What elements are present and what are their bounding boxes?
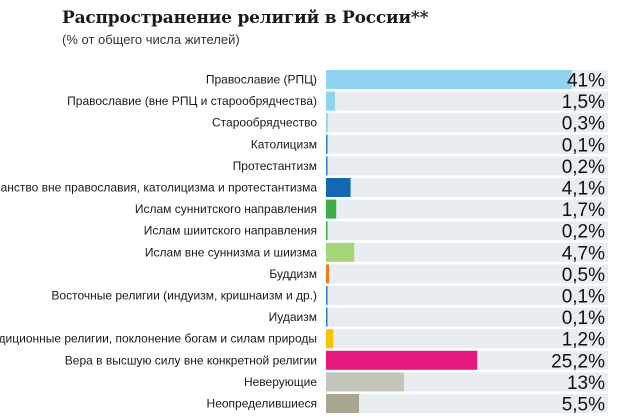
value-label: 0,3%	[562, 114, 605, 135]
bar	[326, 394, 359, 413]
category-label: Неверующие	[244, 375, 317, 389]
chart-title: Распространение религий в России**	[62, 8, 429, 28]
bar	[326, 178, 351, 197]
value-label: 0,5%	[562, 265, 605, 286]
bar	[326, 156, 328, 176]
bar-track	[326, 264, 608, 284]
category-label: Христианство вне православия, католицизм…	[0, 181, 317, 195]
bar	[326, 307, 328, 327]
category-label: Традиционные религии, поклонение богам и…	[0, 332, 317, 346]
value-label: 5,5%	[562, 395, 605, 416]
bar	[326, 329, 334, 349]
bar	[326, 372, 404, 392]
bar-track	[326, 242, 608, 262]
bar	[326, 199, 337, 219]
bar-track	[326, 307, 608, 327]
category-label: Старообрядчество	[212, 116, 317, 130]
bar-track	[326, 286, 608, 305]
value-label: 25,2%	[551, 351, 605, 372]
bar-track	[326, 221, 608, 241]
bar-track	[326, 134, 608, 154]
value-label: 0,1%	[562, 308, 605, 329]
bar	[326, 113, 328, 133]
bar	[326, 221, 328, 241]
value-label: 1,7%	[562, 200, 605, 221]
bar-track	[326, 156, 608, 176]
bar	[326, 286, 328, 305]
bar-track	[326, 199, 608, 219]
bar	[326, 242, 355, 262]
value-label: 4,7%	[562, 243, 605, 264]
category-label: Неопределившиеся	[207, 397, 317, 411]
bar-track	[326, 91, 608, 111]
bar-track	[326, 178, 608, 197]
value-label: 41%	[567, 71, 605, 92]
bar	[326, 350, 478, 370]
value-label: 4,1%	[562, 179, 605, 200]
value-label: 1,5%	[562, 92, 605, 113]
category-label: Католицизм	[251, 137, 317, 151]
value-label: 0,1%	[562, 135, 605, 156]
category-label: Буддизм	[269, 267, 317, 281]
bar	[326, 134, 328, 154]
value-label: 0,1%	[562, 287, 605, 308]
category-label: Православие (РПЦ)	[206, 73, 317, 87]
bar-track	[326, 394, 608, 413]
category-label: Иудаизм	[269, 310, 317, 324]
category-label: Ислам вне суннизма и шиизма	[145, 245, 317, 259]
value-label: 0,2%	[562, 222, 605, 243]
bar	[326, 70, 572, 89]
value-label: 13%	[567, 373, 605, 394]
category-label: Ислам шиитского направления	[144, 224, 317, 238]
bar	[326, 91, 335, 111]
value-label: 0,2%	[562, 157, 605, 178]
value-label: 1,2%	[562, 330, 605, 351]
chart-subtitle: (% от общего числа жителей)	[62, 32, 240, 47]
bar	[326, 264, 329, 284]
category-label: Вера в высшую силу вне конкретной религи…	[65, 353, 317, 367]
category-label: Протестантизм	[233, 159, 317, 173]
category-label: Восточные религии (индуизм, кришнаизм и …	[51, 289, 317, 303]
category-label: Православие (вне РПЦ и старообрядчества)	[67, 94, 317, 108]
bar-track	[326, 113, 608, 133]
category-label: Ислам суннитского направления	[135, 202, 317, 216]
bar-track	[326, 329, 608, 349]
